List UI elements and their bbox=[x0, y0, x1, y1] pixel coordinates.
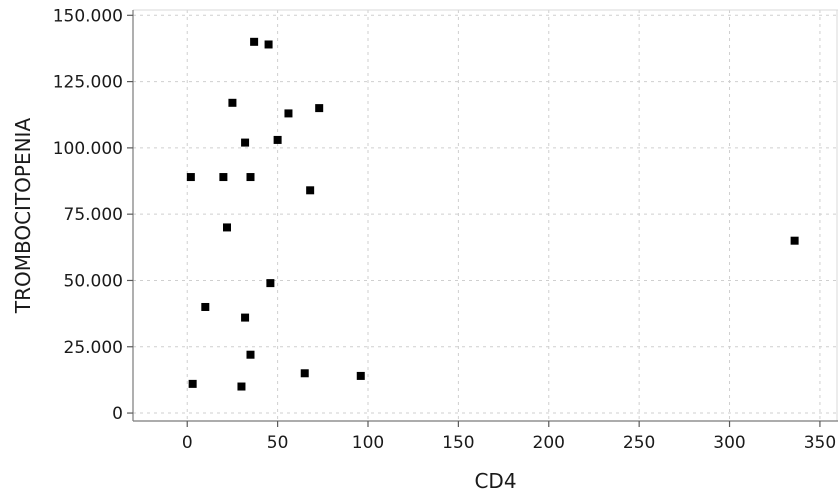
axes bbox=[132, 9, 838, 422]
data-point-0-0 bbox=[250, 37, 259, 46]
data-point-0-11 bbox=[223, 223, 231, 232]
data-point-0-14 bbox=[201, 302, 210, 311]
y-tick-label-2: 50.000 bbox=[64, 271, 123, 291]
x-tick-label-0: 0 bbox=[182, 433, 193, 453]
data-point-0-13 bbox=[266, 279, 275, 288]
data-point-0-1 bbox=[264, 40, 273, 49]
data-point-0-4 bbox=[284, 109, 293, 118]
data-point-0-16 bbox=[246, 350, 255, 359]
y-tick-label-4: 100.000 bbox=[53, 139, 123, 159]
y-axis-title: TROMBOCITOPENIA bbox=[11, 118, 35, 315]
data-point-0-19 bbox=[300, 369, 309, 378]
data-points bbox=[186, 37, 799, 391]
data-point-0-10 bbox=[306, 186, 315, 195]
x-axis-title: CD4 bbox=[474, 469, 516, 493]
y-tick-label-3: 75.000 bbox=[64, 205, 123, 225]
x-tick-label-2: 100 bbox=[352, 433, 384, 453]
data-point-0-7 bbox=[186, 173, 195, 182]
data-point-0-17 bbox=[188, 379, 197, 388]
x-tick-label-1: 50 bbox=[267, 433, 289, 453]
tick-labels: 0 25.000 50.000 75.000 100.000 125.000 150.000… bbox=[53, 6, 836, 453]
x-tick-label-7: 350 bbox=[804, 433, 836, 453]
y-tick-label-1: 25.000 bbox=[64, 338, 123, 358]
data-point-0-12 bbox=[790, 236, 799, 245]
data-point-0-20 bbox=[356, 371, 365, 380]
data-point-0-3 bbox=[315, 104, 324, 113]
data-point-0-18 bbox=[237, 382, 246, 391]
x-tick-label-5: 250 bbox=[623, 433, 655, 453]
tick-marks bbox=[127, 14, 821, 427]
data-point-0-15 bbox=[241, 313, 250, 322]
y-tick-label-0: 0 bbox=[112, 404, 123, 424]
x-tick-label-4: 200 bbox=[533, 433, 565, 453]
x-tick-label-3: 150 bbox=[442, 433, 474, 453]
data-point-0-5 bbox=[241, 138, 250, 147]
data-point-0-8 bbox=[219, 173, 228, 182]
data-point-0-9 bbox=[246, 173, 255, 182]
grid-lines bbox=[133, 10, 838, 421]
y-tick-label-6: 150.000 bbox=[53, 6, 123, 26]
x-tick-label-6: 300 bbox=[713, 433, 745, 453]
y-tick-label-5: 125.000 bbox=[53, 73, 123, 93]
data-point-0-2 bbox=[228, 98, 237, 107]
data-point-0-6 bbox=[273, 135, 282, 144]
